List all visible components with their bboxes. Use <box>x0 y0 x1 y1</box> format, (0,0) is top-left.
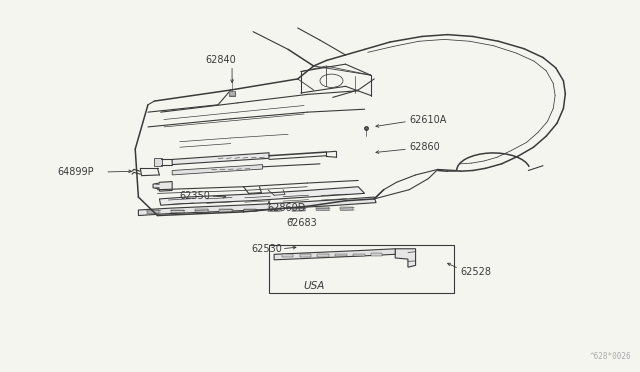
Bar <box>147 210 159 213</box>
Text: 62860: 62860 <box>409 142 440 152</box>
Polygon shape <box>159 187 365 205</box>
Text: 62840: 62840 <box>206 55 237 65</box>
Text: 62860D: 62860D <box>268 203 306 213</box>
Bar <box>154 158 162 166</box>
Text: 62350: 62350 <box>180 191 211 201</box>
Polygon shape <box>138 197 376 215</box>
Bar <box>335 254 347 256</box>
Bar <box>316 208 329 211</box>
Bar <box>282 254 293 257</box>
Bar <box>353 254 365 256</box>
Bar <box>269 245 454 293</box>
Polygon shape <box>153 182 172 191</box>
Text: USA: USA <box>303 282 324 291</box>
Bar <box>229 91 236 96</box>
Bar <box>292 208 305 211</box>
Text: 62683: 62683 <box>287 218 317 228</box>
Text: ^628*0026: ^628*0026 <box>589 352 631 361</box>
Bar <box>340 207 353 210</box>
Bar <box>300 254 311 257</box>
Bar <box>268 208 280 211</box>
Bar <box>317 254 329 257</box>
Text: 62528: 62528 <box>460 267 491 277</box>
Bar <box>371 253 383 256</box>
Polygon shape <box>172 153 269 164</box>
Polygon shape <box>274 249 395 260</box>
Text: 62610A: 62610A <box>409 115 447 125</box>
Text: 64899P: 64899P <box>58 167 94 177</box>
Bar <box>220 209 232 212</box>
Bar <box>171 210 184 212</box>
Text: 62530: 62530 <box>252 244 283 254</box>
Polygon shape <box>172 164 262 175</box>
Bar <box>195 209 208 212</box>
Polygon shape <box>395 249 415 267</box>
Bar <box>244 209 256 211</box>
